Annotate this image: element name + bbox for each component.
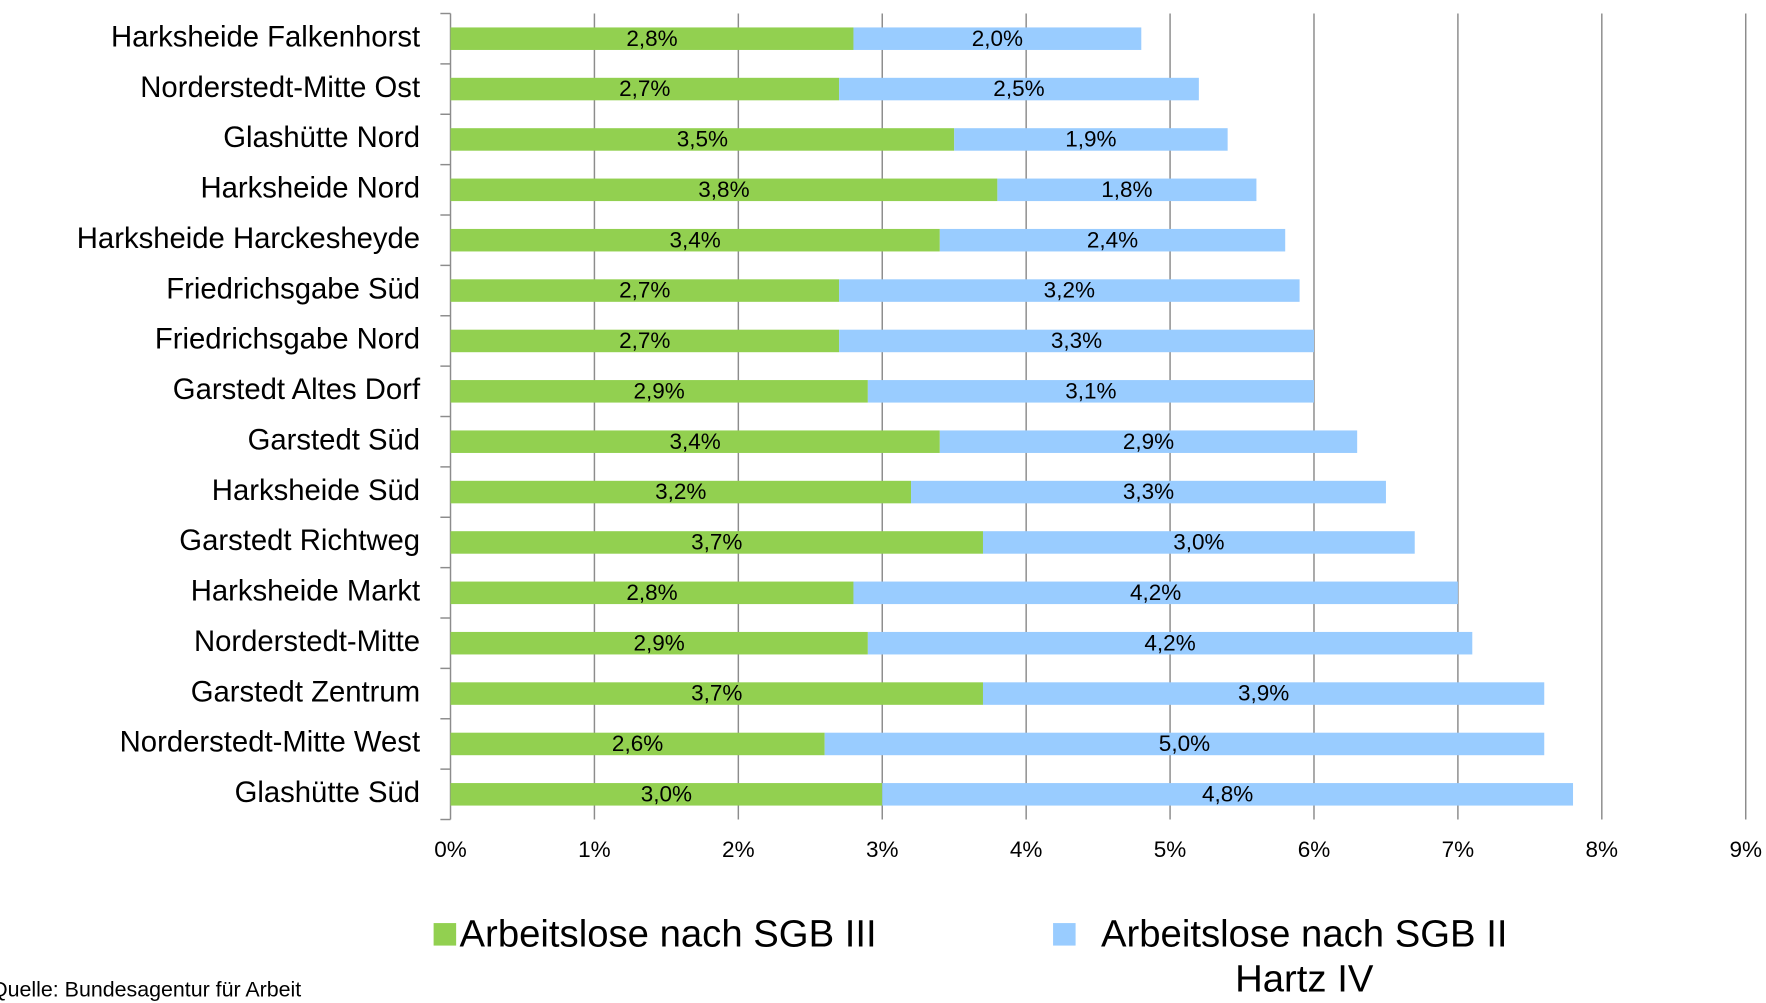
bar-segment (450, 581, 854, 605)
data-label: 2,4% (1087, 227, 1138, 252)
y-tick-label: Norderstedt-Mitte Ost (140, 72, 420, 104)
data-label: 5,0% (1159, 731, 1210, 756)
y-tick-label: Garstedt Richtweg (179, 525, 420, 557)
bar-segment (853, 581, 1458, 605)
data-label: 3,4% (670, 429, 721, 454)
data-label: 3,5% (677, 127, 728, 152)
data-label: 2,9% (634, 630, 685, 655)
data-label: 2,8% (626, 26, 677, 51)
y-tick-label: Norderstedt-Mitte West (120, 727, 420, 759)
bar-segment (450, 279, 840, 302)
x-tick-label: 5% (1154, 837, 1187, 862)
y-tick-label: Harksheide Nord (200, 173, 420, 205)
data-label: 2,0% (972, 26, 1023, 51)
x-tick-label: 7% (1442, 837, 1475, 862)
bar-segment (450, 27, 854, 50)
data-label: 2,9% (634, 378, 685, 403)
legend-label: Arbeitslose nach SGB II Hartz IV (1100, 912, 1508, 1001)
data-label: 4,8% (1202, 781, 1253, 806)
bar-segment (867, 631, 1473, 655)
data-label: 2,8% (626, 580, 677, 605)
data-label: 2,7% (619, 278, 670, 303)
legend-swatch (1053, 923, 1076, 946)
y-tick-label: Norderstedt-Mitte (194, 626, 420, 658)
bar-segment (954, 128, 1228, 151)
data-label: 3,7% (691, 681, 742, 706)
bar-segment (450, 480, 912, 504)
y-tick-label: Harksheide Markt (191, 576, 420, 608)
data-label: 3,2% (1044, 278, 1095, 303)
bar-segment (450, 531, 983, 554)
data-label: 4,2% (1144, 630, 1195, 655)
bar-segment (839, 77, 1199, 101)
x-tick-label: 0% (434, 837, 467, 862)
y-tick-label: Harksheide Harckesheyde (77, 223, 420, 255)
bar-segment (982, 682, 1545, 705)
y-tick-label: Harksheide Süd (212, 475, 420, 507)
x-tick-label: 9% (1729, 837, 1762, 862)
bar-segment (450, 783, 883, 806)
y-tick-label: Garstedt Süd (248, 424, 420, 456)
x-tick-label: 6% (1298, 837, 1331, 862)
data-label: 3,7% (691, 530, 742, 555)
bar-segment (824, 732, 1545, 756)
legend-label: Arbeitslose nach SGB III (459, 912, 877, 956)
bar-segment (839, 279, 1300, 302)
x-tick-label: 1% (578, 837, 611, 862)
data-label: 3,8% (698, 177, 749, 202)
bar-segment (867, 380, 1314, 403)
data-label: 3,9% (1238, 681, 1289, 706)
data-label: 3,0% (1173, 530, 1224, 555)
bar-segment (450, 732, 825, 756)
bar-segment (450, 329, 840, 353)
x-tick-label: 4% (1010, 837, 1043, 862)
bar-segment (982, 531, 1415, 554)
bar-segment (450, 77, 840, 101)
data-label: 3,3% (1123, 479, 1174, 504)
bar-segment (450, 631, 868, 655)
legend-entry: Arbeitslose nach SGB III (459, 912, 877, 956)
bar-segment (450, 228, 940, 252)
y-tick-label: Garstedt Altes Dorf (173, 374, 421, 406)
legend-entry: Arbeitslose nach SGB II Hartz IV (1100, 912, 1508, 1001)
data-label: 2,5% (993, 76, 1044, 101)
data-label: 3,4% (670, 227, 721, 252)
data-label: 2,7% (619, 76, 670, 101)
bar-segment (450, 178, 998, 202)
x-tick-label: 3% (866, 837, 899, 862)
bar-segment (853, 27, 1142, 50)
data-label: 3,0% (641, 781, 692, 806)
y-tick-label: Glashütte Nord (223, 122, 420, 154)
data-label: 4,2% (1130, 580, 1181, 605)
bar-segment (997, 178, 1257, 202)
x-tick-label: 8% (1586, 837, 1619, 862)
source-note: Quelle: Bundesagentur für Arbeit (0, 977, 301, 1001)
bar-segment (939, 430, 1358, 453)
y-tick-label: Friedrichsgabe Nord (155, 324, 420, 356)
data-label: 3,2% (655, 479, 706, 504)
y-tick-label: Friedrichsgabe Süd (166, 273, 420, 305)
bar-segment (911, 480, 1386, 504)
bar-segment (450, 430, 940, 453)
legend-swatch (433, 923, 457, 946)
y-tick-label: Garstedt Zentrum (191, 676, 420, 708)
bar-segment (450, 682, 983, 705)
data-label: 1,8% (1101, 177, 1152, 202)
data-label: 2,6% (612, 731, 663, 756)
data-label: 2,9% (1123, 429, 1174, 454)
y-tick-label: Glashütte Süd (235, 777, 421, 809)
data-label: 3,3% (1051, 328, 1102, 353)
bar-segment (839, 329, 1314, 353)
bar-segment (450, 128, 955, 151)
data-label: 3,1% (1065, 378, 1116, 403)
y-tick-label: Harksheide Falkenhorst (111, 21, 420, 53)
data-label: 1,9% (1065, 127, 1116, 152)
bar-segment (882, 783, 1574, 806)
x-tick-label: 2% (722, 837, 755, 862)
bar-segment (939, 228, 1286, 252)
data-label: 2,7% (619, 328, 670, 353)
bar-segment (450, 380, 868, 403)
